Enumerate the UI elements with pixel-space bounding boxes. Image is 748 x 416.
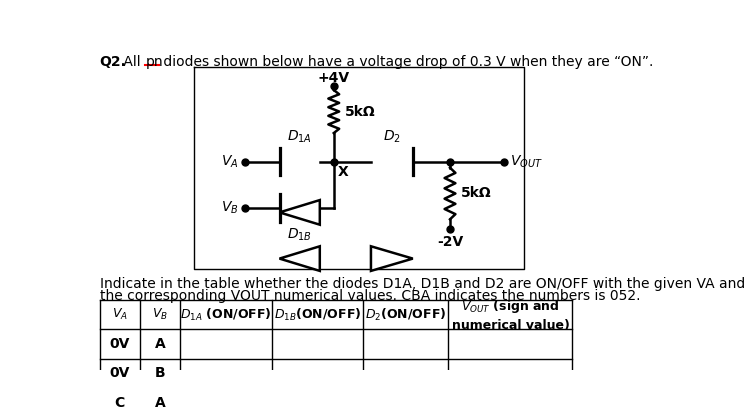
Text: -2V: -2V	[437, 235, 463, 249]
Text: $V_{OUT}$: $V_{OUT}$	[510, 154, 543, 170]
Text: Indicate in the table whether the diodes D1A, D1B and D2 are ON/OFF with the giv: Indicate in the table whether the diodes…	[99, 277, 748, 291]
Text: $D_2$(ON/OFF): $D_2$(ON/OFF)	[365, 307, 447, 323]
Text: $V_B$: $V_B$	[152, 307, 168, 322]
Text: $V_A$: $V_A$	[221, 154, 239, 170]
Text: pn: pn	[145, 54, 163, 69]
Text: C: C	[114, 396, 125, 410]
Text: $D_{1A}$ (ON/OFF): $D_{1A}$ (ON/OFF)	[180, 307, 272, 323]
Text: the corresponding VOUT numerical values. CBA indicates the numbers is 052.: the corresponding VOUT numerical values.…	[99, 290, 640, 303]
Text: Q2.: Q2.	[99, 54, 126, 69]
Text: $D_{1B}$: $D_{1B}$	[287, 226, 312, 243]
Polygon shape	[280, 200, 320, 225]
Polygon shape	[371, 246, 413, 271]
Text: $D_{1B}$(ON/OFF): $D_{1B}$(ON/OFF)	[274, 307, 361, 323]
Text: $D_2$: $D_2$	[383, 128, 401, 145]
Text: A: A	[155, 396, 165, 410]
Text: +4V: +4V	[318, 72, 350, 85]
Text: 0V: 0V	[110, 337, 130, 351]
Text: 5kΩ: 5kΩ	[345, 104, 375, 119]
Text: $D_{1A}$: $D_{1A}$	[287, 128, 312, 145]
Text: diodes shown below have a voltage drop of 0.3 V when they are “ON”.: diodes shown below have a voltage drop o…	[159, 54, 654, 69]
Text: All: All	[119, 54, 145, 69]
Text: $V_{OUT}$ (sign and
numerical value): $V_{OUT}$ (sign and numerical value)	[452, 298, 569, 332]
Text: $V_B$: $V_B$	[221, 200, 239, 216]
Text: 0V: 0V	[110, 366, 130, 380]
Text: $V_A$: $V_A$	[112, 307, 128, 322]
Text: B: B	[155, 366, 165, 380]
Polygon shape	[280, 246, 320, 271]
Text: 5kΩ: 5kΩ	[461, 186, 491, 200]
Text: A: A	[155, 337, 165, 351]
Text: X: X	[337, 166, 349, 179]
